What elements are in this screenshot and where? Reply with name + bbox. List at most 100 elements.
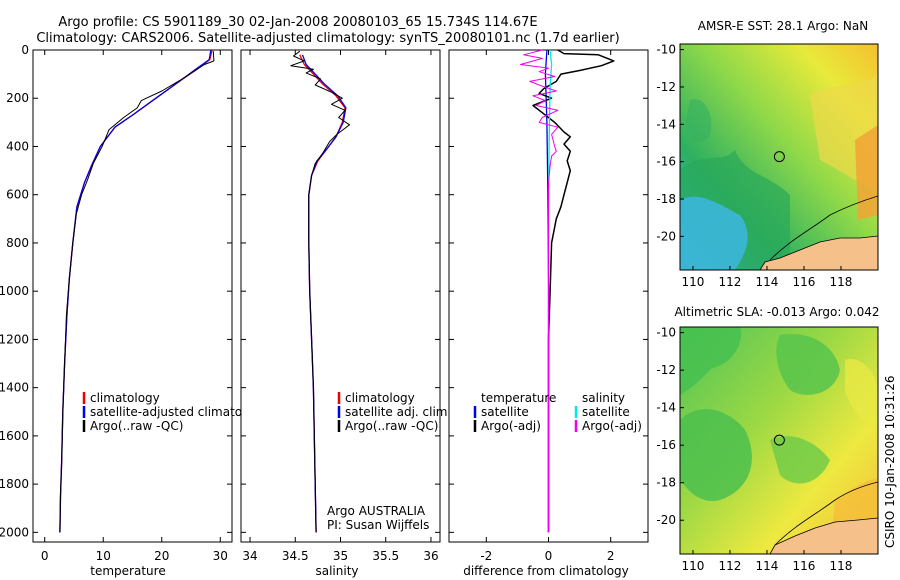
sst-lat-tick-label: -20 <box>656 229 676 243</box>
sst-lat-tick-label: -14 <box>656 117 676 131</box>
float-owner-note: Argo AUSTRALIA <box>327 504 426 518</box>
sla-bathymetry-contour <box>774 481 878 546</box>
legend-label-sal-satellite: satellite adj. clim. <box>345 405 451 419</box>
sla-lon-tick-label: 118 <box>830 559 853 573</box>
sla-green-patch-w <box>680 409 752 501</box>
difference-x-ticks: -2 0 2 <box>480 50 615 563</box>
sst-lon-tick-label: 112 <box>719 275 742 289</box>
depth-tick-label: 1600 <box>0 429 29 443</box>
sla-green-patch-n <box>776 334 840 395</box>
sst-coastline <box>759 235 878 270</box>
salinity-x-tick-label: 36 <box>423 549 438 563</box>
sst-map-frame <box>679 43 879 271</box>
sst-green-patch <box>685 99 712 143</box>
legend-header-temperature: temperature <box>481 391 556 405</box>
difference-x-label: difference from climatology <box>463 564 629 578</box>
legend-label-argo: Argo(..raw -QC) <box>90 419 183 433</box>
legend-label-climatology: climatology <box>90 391 160 405</box>
temperature-y-ticks: 0 200 400 600 800 1000 1200 1400 1600 1800 2000 <box>0 43 232 539</box>
sst-land <box>760 236 878 270</box>
temperature-series <box>59 49 215 533</box>
depth-tick-label: 2000 <box>0 525 29 539</box>
sla-map-image <box>680 327 878 554</box>
difference-y-ticks <box>449 49 648 533</box>
sla-map-ticks: 110 112 114 116 118 -10 -12 -14 -16 -18 -20 <box>656 326 852 573</box>
legend-label-sal-argo: Argo(..raw -QC) <box>345 419 438 433</box>
sst-map-panel: AMSR-E SST: 28.1 Argo: NaN 110 112 114 116 1… <box>656 19 879 289</box>
legend-label-diff-temp-satellite: satellite <box>481 405 529 419</box>
sst-lon-tick-label: 110 <box>682 275 705 289</box>
salinity-x-ticks: 34 34.5 35 35.5 36 <box>242 50 439 563</box>
depth-tick-label: 800 <box>6 236 29 250</box>
salinity-legend: climatology satellite adj. clim. Argo(..… <box>337 391 451 433</box>
depth-tick-label: 200 <box>6 91 29 105</box>
sla-lon-tick-label: 114 <box>756 559 779 573</box>
legend-label-sal-climatology: climatology <box>345 391 415 405</box>
difference-x-tick-label: 2 <box>607 549 615 563</box>
salinity-x-tick-label: 34 <box>242 549 257 563</box>
salinity-x-label: salinity <box>315 564 358 578</box>
legend-header-salinity: salinity <box>582 391 625 405</box>
figure-title-line1: Argo profile: CS 5901189_30 02-Jan-2008 … <box>58 15 537 30</box>
sst-hot-patch <box>855 125 878 220</box>
sst-lat-tick-label: -12 <box>656 80 676 94</box>
temperature-legend: climatology satellite-adjusted climatolo… <box>82 391 268 433</box>
salinity-line-argo-raw-qc <box>290 50 350 533</box>
depth-tick-label: 0 <box>21 43 29 57</box>
salinity-series <box>290 50 350 533</box>
sla-lon-tick-label: 116 <box>793 559 816 573</box>
sla-yellow-patch <box>845 359 878 430</box>
sla-map-frame <box>679 326 879 555</box>
sst-coldest-patch <box>680 196 748 270</box>
salinity-x-tick-label: 35.5 <box>372 549 399 563</box>
sst-map-title: AMSR-E SST: 28.1 Argo: NaN <box>698 19 868 33</box>
difference-series <box>520 49 615 533</box>
sla-lat-tick-label: -18 <box>656 476 676 490</box>
legend-label-satellite-adjusted: satellite-adjusted climatology <box>90 405 268 419</box>
legend-label-diff-temp-argo: Argo(-adj) <box>481 419 541 433</box>
sla-float-marker <box>773 434 785 446</box>
temperature-x-label: temperature <box>90 564 165 578</box>
sst-lat-tick-label: -16 <box>656 155 676 169</box>
salinity-x-tick-label: 34.5 <box>282 549 309 563</box>
temperature-x-ticks: 0 10 20 30 <box>41 50 228 563</box>
sla-lon-tick-label: 110 <box>682 559 705 573</box>
sla-green-patch-c <box>770 436 830 484</box>
depth-tick-label: 1400 <box>0 381 29 395</box>
float-pi-note: PI: Susan Wijffels <box>327 518 429 532</box>
depth-tick-label: 1000 <box>0 284 29 298</box>
sst-lon-tick-label: 116 <box>793 275 816 289</box>
depth-tick-label: 1200 <box>0 332 29 346</box>
sla-lat-tick-label: -16 <box>656 438 676 452</box>
sst-lon-tick-label: 118 <box>830 275 853 289</box>
salinity-axes-frame <box>240 49 441 543</box>
legend-label-diff-sal-argo: Argo(-adj) <box>582 419 642 433</box>
difference-line-salinity-argo-adj <box>520 49 559 533</box>
depth-tick-label: 1800 <box>0 477 29 491</box>
sla-map-title: Altimetric SLA: -0.013 Argo: 0.042 <box>674 305 879 319</box>
sla-lon-tick-label: 112 <box>719 559 742 573</box>
sst-lat-tick-label: -10 <box>656 43 676 57</box>
difference-legend: temperature satellite Argo(-adj) salinit… <box>473 391 642 433</box>
legend-label-diff-sal-satellite: satellite <box>582 405 630 419</box>
sst-lat-tick-label: -18 <box>656 192 676 206</box>
temperature-x-tick-label: 30 <box>213 549 228 563</box>
csiro-timestamp: CSIRO 10-Jan-2008 10:31:26 <box>883 376 897 548</box>
difference-x-tick-label: 0 <box>545 549 553 563</box>
salinity-x-tick-label: 35 <box>333 549 348 563</box>
sst-float-marker <box>773 151 785 163</box>
sst-map-image <box>680 44 878 270</box>
temperature-x-tick-label: 10 <box>96 549 111 563</box>
difference-x-tick-label: -2 <box>480 549 492 563</box>
sst-bathymetry-contour <box>769 195 878 261</box>
depth-tick-label: 600 <box>6 188 29 202</box>
salinity-panel: 34 34.5 35 35.5 36 salinity climatology sate… <box>240 49 451 578</box>
temperature-x-tick-label: 20 <box>154 549 169 563</box>
sla-lat-tick-label: -10 <box>656 326 676 340</box>
figure-title-line2: Climatology: CARS2006. Satellite-adjuste… <box>36 31 619 46</box>
difference-line-temperature-argo-adj <box>532 49 615 533</box>
sla-lat-tick-label: -12 <box>656 363 676 377</box>
temperature-axes-frame <box>32 49 233 543</box>
depth-tick-label: 400 <box>6 139 29 153</box>
